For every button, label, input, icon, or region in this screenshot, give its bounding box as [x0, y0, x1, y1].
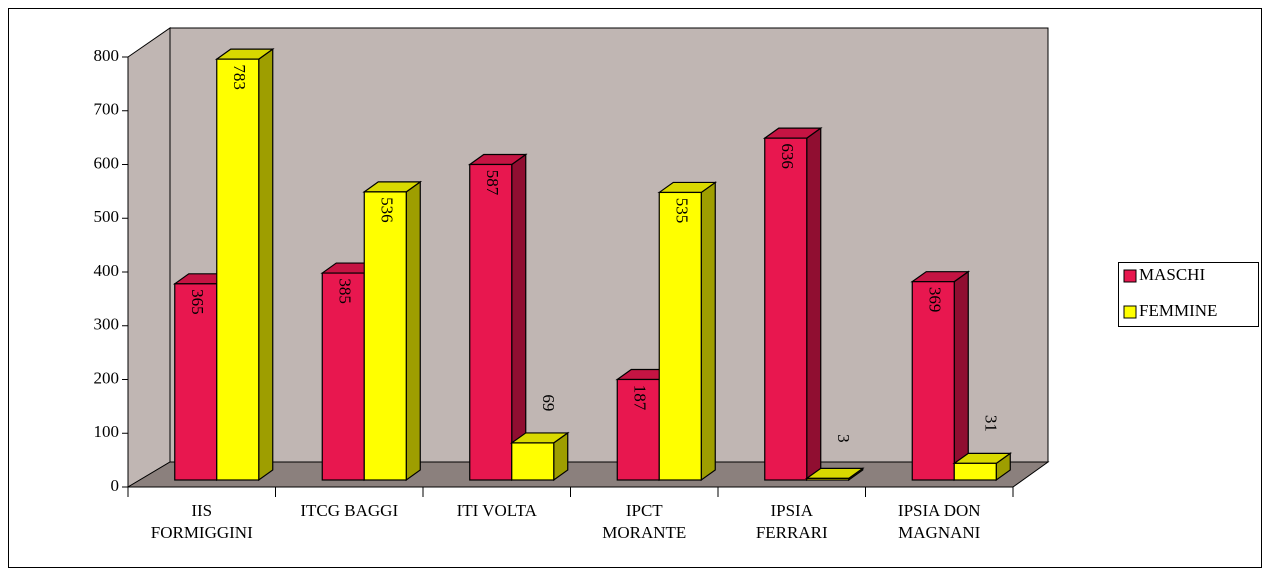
x-tick-label: IPCT MORANTE [602, 501, 687, 542]
data-label: 3 [834, 434, 853, 443]
x-tick-label: IIS FORMIGGINI [150, 501, 253, 542]
bar-front [911, 281, 955, 481]
bar-front [764, 137, 808, 481]
bar-side [405, 180, 421, 482]
data-label: 369 [925, 287, 944, 313]
y-tick-label: 100 [94, 422, 120, 441]
data-label: 636 [778, 143, 797, 169]
bar-side [258, 47, 274, 482]
bar-front [511, 442, 555, 481]
x-tick-label: IPSIA DON MAGNANI [897, 501, 981, 542]
y-tick-label: 500 [94, 207, 120, 226]
bar-front [953, 462, 997, 481]
data-label: 783 [230, 64, 249, 90]
y-tick-label: 800 [94, 46, 120, 65]
data-label: 536 [377, 197, 396, 223]
y-tick-label: 200 [94, 368, 120, 387]
y-tick-label: 400 [94, 261, 120, 280]
x-tick-label: ITCG BAGGI [300, 501, 399, 520]
x-tick-label: ITI VOLTA [456, 501, 537, 520]
y-tick-label: 600 [94, 153, 120, 172]
side-wall [127, 27, 171, 488]
bar [657, 181, 718, 482]
legend: MASCHI FEMMINE [1118, 262, 1259, 327]
bar-front [806, 477, 850, 481]
bar [467, 153, 528, 482]
y-tick-label: 700 [94, 100, 120, 119]
legend-label: MASCHI [1139, 265, 1205, 284]
bar [910, 270, 971, 482]
bar-side [700, 181, 716, 482]
bar-side [511, 153, 527, 482]
bar [214, 47, 275, 482]
y-tick-label: 300 [94, 315, 120, 334]
bar-front [363, 191, 407, 481]
y-tick-label: 0 [111, 476, 120, 495]
data-label: 187 [630, 385, 649, 411]
bar [762, 126, 823, 482]
bar-front [616, 378, 660, 481]
bar [362, 180, 423, 482]
legend-box [1118, 262, 1259, 327]
bar-front [216, 58, 260, 481]
x-tick-label: IPSIA FERRARI [755, 501, 828, 542]
bar-side [806, 126, 822, 482]
data-label: 69 [539, 394, 558, 411]
data-label: 535 [672, 198, 691, 224]
legend-label: FEMMINE [1139, 301, 1217, 320]
data-label: 587 [483, 170, 502, 196]
legend-swatch [1123, 269, 1137, 283]
data-label: 385 [335, 278, 354, 304]
bar [509, 431, 570, 482]
bar-front [321, 272, 365, 481]
bar [804, 467, 865, 482]
bar-side [953, 270, 969, 482]
data-label: 31 [981, 415, 1000, 432]
bar-front [658, 191, 702, 481]
bar [952, 452, 1013, 482]
data-label: 365 [188, 289, 207, 315]
legend-swatch [1123, 305, 1137, 319]
bar-front [469, 163, 513, 481]
